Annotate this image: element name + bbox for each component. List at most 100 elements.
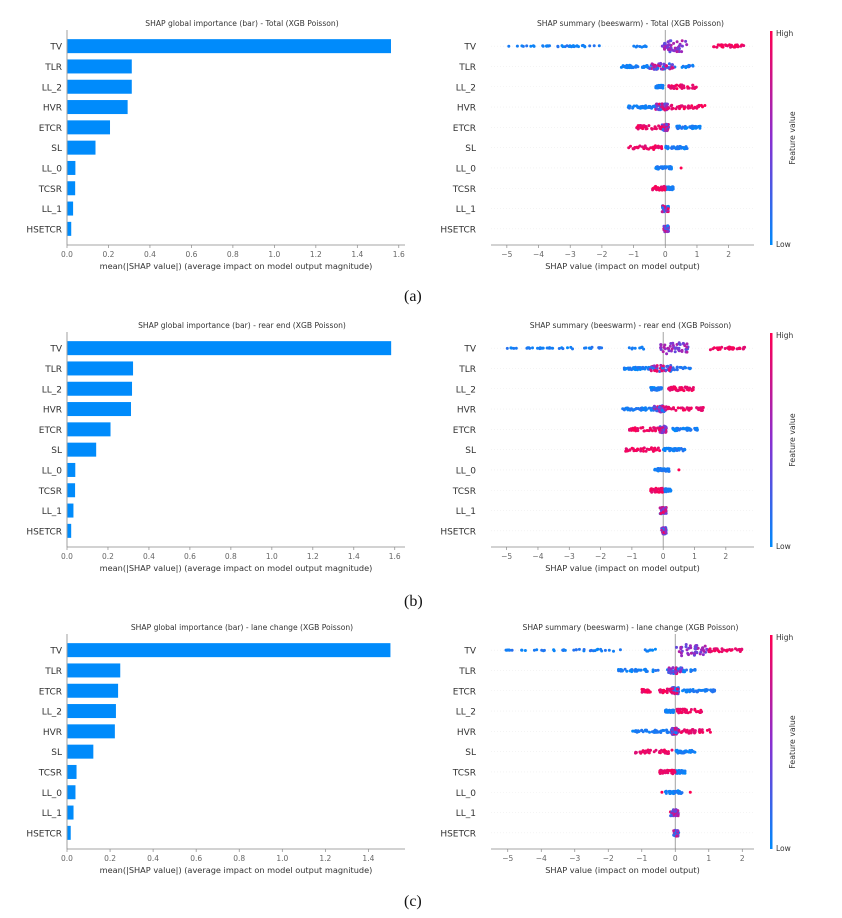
x-tick-label: 0.6 — [184, 552, 196, 561]
point-TV — [563, 45, 567, 49]
y-tick-label: SL — [51, 748, 62, 758]
point-TV — [632, 44, 636, 48]
point-HVR — [697, 103, 701, 107]
point-TLR — [678, 365, 682, 369]
point-TV — [545, 44, 549, 48]
point-ETCR — [675, 691, 679, 695]
point-TV — [588, 346, 592, 350]
point-HVR — [700, 406, 704, 410]
point-TV — [743, 345, 747, 349]
point-TV — [672, 49, 676, 53]
point-ETCR — [642, 124, 646, 128]
point-HVR — [677, 728, 681, 732]
point-TLR — [670, 63, 674, 67]
point-TCSR — [663, 188, 667, 192]
point-LL_0 — [660, 790, 664, 794]
point-HVR — [671, 731, 674, 735]
point-TV — [630, 347, 634, 351]
point-LL_0 — [656, 167, 660, 171]
point-TV — [581, 43, 585, 47]
point-HVR — [647, 106, 651, 109]
x-tick-label: 1.0 — [266, 552, 278, 561]
point-HVR — [660, 102, 664, 106]
point-LL_2 — [672, 709, 675, 713]
point-TLR — [669, 669, 673, 673]
y-tick-label: LL_1 — [42, 809, 62, 819]
bar-LL_0 — [67, 462, 76, 477]
point-SL — [630, 446, 634, 450]
point-TV — [584, 346, 588, 350]
point-ETCR — [709, 689, 713, 693]
point-HVR — [693, 105, 697, 109]
point-TCSR — [677, 770, 681, 774]
point-TLR — [667, 668, 671, 672]
point-TLR — [683, 365, 687, 369]
point-TCSR — [668, 487, 672, 491]
x-tick-label: −4 — [536, 854, 547, 863]
point-TV — [677, 50, 681, 53]
point-LL_2 — [689, 708, 693, 711]
point-TV — [685, 648, 689, 652]
bar-TLR — [67, 361, 134, 376]
bar-chart-c: SHAP global importance (bar) - lane chan… — [26, 623, 405, 875]
point-TLR — [624, 367, 628, 371]
point-TV — [723, 347, 727, 350]
point-SL — [634, 751, 638, 754]
x-tick-label: 1.0 — [268, 250, 280, 259]
point-TV — [651, 648, 655, 652]
x-tick-label: 1 — [695, 250, 700, 259]
x-tick-label: 0.2 — [103, 250, 115, 259]
point-TV — [715, 45, 719, 49]
point-SL — [633, 449, 637, 452]
point-TV — [571, 44, 575, 48]
point-TLR — [636, 366, 640, 370]
point-LL_2 — [683, 708, 687, 712]
point-TV — [677, 650, 681, 654]
y-tick-label: HVR — [43, 104, 62, 114]
point-TLR — [646, 367, 650, 371]
y-tick-label: HSETCR — [26, 225, 62, 235]
point-TLR — [684, 66, 688, 70]
point-SL — [670, 748, 674, 752]
point-ETCR — [628, 427, 631, 431]
point-TV — [520, 648, 524, 652]
point-TV — [660, 44, 664, 48]
point-TCSR — [671, 185, 675, 189]
point-HVR — [640, 729, 644, 732]
point-SL — [643, 144, 647, 148]
point-TLR — [617, 668, 620, 671]
point-TV — [687, 653, 690, 657]
point-TV — [684, 39, 688, 43]
point-TCSR — [661, 770, 665, 774]
point-SL — [663, 751, 667, 755]
point-TCSR — [662, 184, 666, 188]
point-TLR — [670, 368, 674, 372]
point-ETCR — [643, 429, 647, 433]
x-tick-label: 1.4 — [362, 854, 374, 863]
point-ETCR — [656, 426, 659, 430]
point-TV — [633, 346, 637, 350]
y-tick-label: SL — [51, 446, 62, 456]
x-tick-label: −1 — [626, 552, 637, 561]
point-SL — [647, 749, 651, 753]
y-tick-label: LL_2 — [456, 708, 476, 718]
y-tick-label: TLR — [458, 63, 476, 73]
point-TV — [642, 45, 646, 48]
point-TCSR — [664, 489, 668, 493]
point-TV — [639, 346, 643, 350]
point-LL_2 — [693, 708, 697, 712]
point-SL — [641, 447, 645, 451]
point-ETCR — [681, 426, 685, 430]
point-HVR — [680, 104, 684, 108]
point-TLR — [655, 369, 659, 373]
y-tick-label: SL — [51, 144, 62, 154]
bar-chart-b: SHAP global importance (bar) - rear end … — [26, 321, 405, 573]
point-ETCR — [652, 426, 656, 430]
point-HVR — [657, 405, 661, 409]
point-HVR — [701, 105, 704, 109]
point-TV — [603, 648, 607, 652]
y-tick-label: SL — [465, 144, 476, 154]
y-tick-label: LL_2 — [456, 83, 476, 93]
chart-title: SHAP global importance (bar) - lane chan… — [131, 623, 353, 632]
y-tick-label: HVR — [457, 104, 476, 114]
